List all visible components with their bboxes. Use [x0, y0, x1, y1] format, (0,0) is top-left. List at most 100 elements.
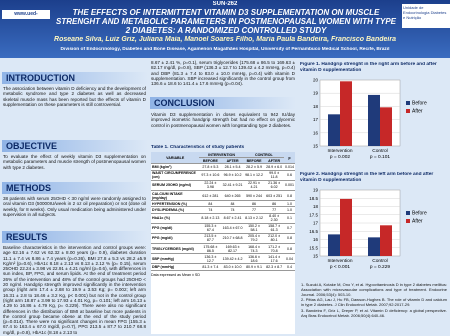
table-cell: 205.4 ± 79.2	[243, 233, 265, 245]
table-row: FPG (mg/dl) 155.3 ± 67.4 163.4 ± 67.0 150.2…	[151, 223, 295, 234]
p-value-label: p < 0.001	[330, 264, 350, 270]
p-value-label: p = 0.101	[370, 154, 390, 160]
table-cell: 158.7 ± 61.3	[264, 223, 284, 234]
y-tick-label: 16	[313, 237, 319, 242]
table-cell: CALCIUM INTAKE (mg/day)	[151, 190, 200, 202]
y-tick-label: 17	[313, 117, 319, 122]
table-cell: 8.67 ± 2.41	[221, 213, 244, 224]
table-cell: PPG (mg/dl)	[151, 233, 200, 245]
table-cell: 0.4	[283, 263, 295, 271]
table-subheader-cell: BEFORE	[199, 157, 222, 165]
table-cell: SBP (mmHg)	[151, 253, 200, 265]
x-tick-label: Control	[372, 258, 387, 264]
y-tick-label: 17.5	[309, 212, 318, 217]
table-row: PPG (mg/dl) 213.5 ± 87.7 210.7 ± 68.8 205.4…	[151, 233, 295, 245]
figure-title: Figure 2. Handgrip strenght in the left …	[300, 172, 434, 183]
table-cell: 0.04	[283, 253, 295, 265]
y-tick-label: 16.5	[309, 229, 318, 234]
table-cell: 98.1 ± 12.2	[243, 170, 265, 181]
x-tick-label: Intervention	[327, 258, 352, 264]
reference-list: 1- Suzuki A, Kotake M, Ono Y, et al. Hyp…	[301, 283, 447, 319]
table-cell: 0.1	[283, 213, 295, 224]
y-tick-label: 15	[313, 254, 319, 259]
table-subheader-row: BEFORE AFTER BEFORE AFTER	[151, 157, 295, 165]
table-cell: 84	[221, 200, 244, 208]
table-cell: 81.3 ± 7.4	[199, 263, 222, 271]
table-cell: 86	[264, 200, 284, 208]
section-text: To evaluate the effect of weekly vitamin…	[3, 154, 146, 170]
table-cell: 168.4 ± 74.3	[243, 243, 265, 255]
y-tick-label: 18	[313, 204, 319, 209]
table-subheader-cell: BEFORE	[243, 157, 265, 165]
table-row: DBP (mmHg) 81.3 ± 7.4 83.0 ± 10.0 80.9 ± 9.…	[151, 263, 295, 271]
table-cell: 77	[264, 206, 284, 214]
p-value-label: p = 0.229	[370, 264, 390, 270]
x-tick-label: Control	[372, 148, 387, 154]
table-header-cell: p	[283, 152, 295, 165]
table-title: Table 1. Characteristics of study patien…	[151, 145, 245, 150]
p-value-label: p = 0.002	[330, 154, 350, 160]
title: THE EFFECTS OF INTERMITTENT VITAMIN D3 S…	[56, 8, 396, 35]
table-header-row: VARIABLE INTERVENTION CONTROL p	[151, 152, 295, 165]
table-cell: HbA1c (%)	[151, 213, 200, 224]
table-cell: 136.6 ± 18.6	[243, 253, 265, 265]
table-row: WAIST CIRCUMFERENCE (cm) 97.3 ± 10.6 96.9 …	[151, 170, 295, 181]
authors: Roseane Silva, Luiz Griz, Juliana Maia, …	[54, 36, 396, 43]
legend-swatch	[406, 101, 410, 105]
table-cell: 141.4 ± 17.6	[264, 253, 284, 265]
table-cell: 603 ± 251	[264, 190, 284, 202]
section-heading: RESULTS	[2, 231, 148, 243]
y-tick-label: 20	[313, 78, 319, 83]
legend-label: After	[412, 219, 423, 225]
table-cell: 27.8 ± 5.3	[199, 163, 222, 171]
table-cell: 83.0 ± 10.0	[221, 263, 244, 271]
reference: 2- Pittas AG, Lau J, Hu FB, Dawson-Hughe…	[301, 297, 447, 308]
figure-title-box: Figure 2. Handgrip strenght in the left …	[300, 172, 434, 183]
table-row: CALCIUM INTAKE (mg/day) 612 ± 281 640 ± 26…	[151, 190, 295, 202]
table-cell: FPG (mg/dl)	[151, 223, 200, 234]
table-cell: DYSLIPIDEMIA (%)	[151, 206, 200, 214]
table-cell: 28.2 ± 5.9	[243, 163, 265, 171]
table-header-cell: CONTROL	[243, 152, 284, 159]
section-text: The association between vitamin D defici…	[3, 86, 146, 107]
table-row: SERUM 25OHD (ng/ml) 22.24 ± 3.98 32.41 ± 9…	[151, 180, 295, 191]
table-cell: 86	[243, 200, 265, 208]
section-heading: OBJECTIVE	[2, 140, 148, 152]
table-row: TRIGLYCERIDES (mg/dl) 175.68 ± 86.5 169.63…	[151, 243, 295, 255]
table-cell: 84	[199, 200, 222, 208]
table-cell: 136.3 ± 12.7	[199, 253, 222, 265]
section-heading: INTRODUCTION	[2, 72, 148, 84]
section-text: Vitamin D3 supplementation in doses equi…	[151, 112, 295, 128]
table-cell: 8.40 ± 2.30	[264, 213, 284, 224]
table-row: SBP (mmHg) 136.3 ± 12.7 139.42 ± 4.2 136.6 …	[151, 253, 295, 265]
bar	[340, 198, 352, 256]
table-cell: 74	[221, 206, 244, 214]
table: VARIABLE INTERVENTION CONTROL p BEFORE AFTER B…	[151, 152, 295, 271]
table-cell: 97.3 ± 10.6	[199, 170, 222, 181]
poster-code: SUN-262	[212, 1, 238, 7]
logo-right: Unidade de Endocrinologia Diabetes e Nut…	[402, 4, 450, 28]
legend-label: Before	[412, 211, 427, 217]
figure-title: Figure 1. Handgrip strenght in the right…	[300, 62, 437, 73]
affiliation: Division of Endocrinology, Diabetes and …	[60, 47, 390, 52]
legend-label: After	[412, 109, 423, 115]
table-cell: BMI (kg/m²)	[151, 163, 200, 171]
table-cell: 77	[243, 206, 265, 214]
section-heading: METHODS	[2, 182, 148, 194]
table-cell: 640 ± 265	[221, 190, 244, 202]
table-header-cell: INTERVENTION	[199, 152, 244, 159]
table-cell: 80.9 ± 9.1	[243, 263, 265, 271]
header: SUN-262 www.ued-ham.org.br Unidade de En…	[0, 0, 450, 58]
table-cell: 1.0	[283, 200, 295, 208]
x-tick-label: Intervention	[327, 148, 352, 154]
table-cell: DBP (mmHg)	[151, 263, 200, 271]
table-row: BMI (kg/m²) 27.8 ± 5.3 28.1 ± 5.4 28.2 ± 5.…	[151, 163, 295, 171]
legend-swatch	[406, 109, 410, 113]
table-box: VARIABLE INTERVENTION CONTROL p BEFORE AFTER B…	[151, 152, 295, 334]
figures: Figure 1. Handgrip strenght in the right…	[300, 62, 437, 270]
bar	[328, 234, 340, 256]
figure-title-box: Figure 1. Handgrip strenght in the right…	[300, 62, 437, 73]
table-cell: HYPERTENSION (%)	[151, 200, 200, 208]
y-tick-label: 19	[313, 188, 319, 193]
